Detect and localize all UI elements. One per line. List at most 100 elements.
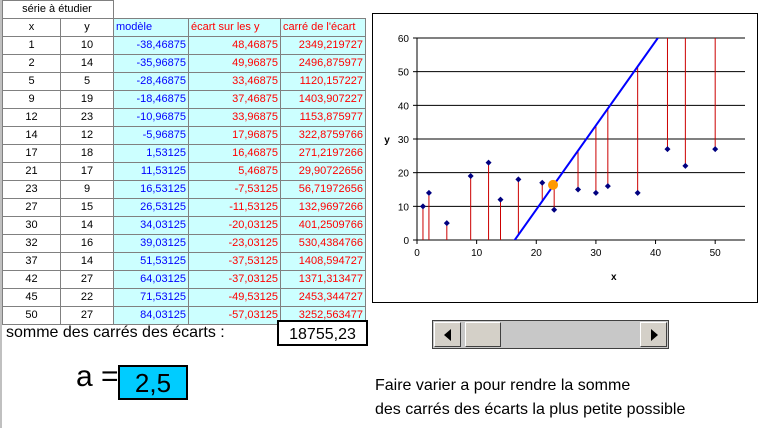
scatter-chart[interactable]: 0 10 20 30 40 50 60 0 10 20 30 40 50 x y bbox=[372, 13, 758, 303]
cell-col-model[interactable]: 39,03125 bbox=[113, 234, 189, 253]
cell-col-x[interactable]: 14 bbox=[2, 126, 61, 145]
cell-col-x[interactable]: 42 bbox=[2, 270, 61, 289]
cell-col-model[interactable]: 11,53125 bbox=[113, 162, 189, 181]
cell-col-y[interactable]: 27 bbox=[60, 270, 114, 289]
sum-value-cell[interactable]: 18755,23 bbox=[277, 320, 368, 346]
cell-col-y[interactable]: 9 bbox=[60, 180, 114, 199]
cell-col-squared-deviation[interactable]: 29,90722656 bbox=[280, 162, 366, 181]
cell-col-x[interactable]: 23 bbox=[2, 180, 61, 199]
cell-col-model[interactable]: 34,03125 bbox=[113, 216, 189, 235]
header-col-x[interactable]: x bbox=[2, 18, 61, 37]
cell-col-model[interactable]: 51,53125 bbox=[113, 252, 189, 271]
instructions: Faire varier a pour rendre la somme des … bbox=[375, 374, 685, 422]
cell-col-deviation[interactable]: -7,53125 bbox=[188, 180, 281, 199]
cell-col-deviation[interactable]: 33,96875 bbox=[188, 108, 281, 127]
scroll-left-button[interactable] bbox=[434, 322, 461, 347]
cell-col-y[interactable]: 14 bbox=[60, 252, 114, 271]
cell-col-x[interactable]: 27 bbox=[2, 198, 61, 217]
header-col-model[interactable]: modèle bbox=[113, 18, 189, 37]
cell-col-model[interactable]: -35,96875 bbox=[113, 54, 189, 73]
cell-col-x[interactable]: 1 bbox=[2, 36, 61, 55]
cell-col-squared-deviation[interactable]: 1153,875977 bbox=[280, 108, 366, 127]
cell-col-y[interactable]: 16 bbox=[60, 234, 114, 253]
cell-col-squared-deviation[interactable]: 1371,313477 bbox=[280, 270, 366, 289]
cell-col-x[interactable]: 17 bbox=[2, 144, 61, 163]
cell-col-y[interactable]: 23 bbox=[60, 108, 114, 127]
cell-col-y[interactable]: 5 bbox=[60, 72, 114, 91]
cell-col-model[interactable]: -10,96875 bbox=[113, 108, 189, 127]
cell-col-model[interactable]: -5,96875 bbox=[113, 126, 189, 145]
cell-col-deviation[interactable]: -11,53125 bbox=[188, 198, 281, 217]
cell-col-x[interactable]: 32 bbox=[2, 234, 61, 253]
cell-col-x[interactable]: 5 bbox=[2, 72, 61, 91]
cell-col-squared-deviation[interactable]: 2453,344727 bbox=[280, 288, 366, 307]
cell-col-deviation[interactable]: 48,46875 bbox=[188, 36, 281, 55]
header-col-deviation[interactable]: écart sur les y bbox=[188, 18, 281, 37]
cell-col-deviation[interactable]: 49,96875 bbox=[188, 54, 281, 73]
cell-col-deviation[interactable]: -37,53125 bbox=[188, 252, 281, 271]
cell-col-y[interactable]: 12 bbox=[60, 126, 114, 145]
cell-col-deviation[interactable]: 37,46875 bbox=[188, 90, 281, 109]
cell-col-squared-deviation[interactable]: 1408,594727 bbox=[280, 252, 366, 271]
cell-col-x[interactable]: 30 bbox=[2, 216, 61, 235]
scroll-right-button[interactable] bbox=[640, 322, 667, 347]
cell-col-squared-deviation[interactable]: 1120,157227 bbox=[280, 72, 366, 91]
cell-col-model[interactable]: -28,46875 bbox=[113, 72, 189, 91]
parameter-scrollbar[interactable] bbox=[432, 320, 669, 349]
cell-col-deviation[interactable]: 33,46875 bbox=[188, 72, 281, 91]
cell-col-model[interactable]: 26,53125 bbox=[113, 198, 189, 217]
cell-col-x[interactable]: 45 bbox=[2, 288, 61, 307]
data-point bbox=[712, 146, 719, 153]
cell-col-deviation[interactable]: -57,03125 bbox=[188, 306, 281, 325]
parameter-value-cell[interactable]: 2,5 bbox=[118, 365, 188, 400]
data-point bbox=[592, 189, 599, 196]
cell-col-x[interactable]: 21 bbox=[2, 162, 61, 181]
cell-col-deviation[interactable]: -49,53125 bbox=[188, 288, 281, 307]
cell-col-deviation[interactable]: 16,46875 bbox=[188, 144, 281, 163]
mean-point bbox=[548, 179, 559, 190]
cell-col-model[interactable]: -18,46875 bbox=[113, 90, 189, 109]
cell-col-squared-deviation[interactable]: 271,2197266 bbox=[280, 144, 366, 163]
cell-col-model[interactable]: 1,53125 bbox=[113, 144, 189, 163]
cell-col-deviation[interactable]: -20,03125 bbox=[188, 216, 281, 235]
data-point bbox=[443, 220, 450, 227]
cell-col-x[interactable]: 12 bbox=[2, 108, 61, 127]
cell-col-y[interactable]: 22 bbox=[60, 288, 114, 307]
cell-col-squared-deviation[interactable]: 1403,907227 bbox=[280, 90, 366, 109]
table-title[interactable]: série à étudier bbox=[2, 0, 114, 19]
cell-col-y[interactable]: 27 bbox=[60, 306, 114, 325]
cell-col-deviation[interactable]: -23,03125 bbox=[188, 234, 281, 253]
data-point bbox=[682, 162, 689, 169]
cell-col-x[interactable]: 2 bbox=[2, 54, 61, 73]
cell-col-deviation[interactable]: 5,46875 bbox=[188, 162, 281, 181]
cell-col-x[interactable]: 50 bbox=[2, 306, 61, 325]
scroll-thumb[interactable] bbox=[465, 322, 501, 347]
cell-col-x[interactable]: 9 bbox=[2, 90, 61, 109]
cell-col-squared-deviation[interactable]: 56,71972656 bbox=[280, 180, 366, 199]
cell-col-model[interactable]: 64,03125 bbox=[113, 270, 189, 289]
cell-col-y[interactable]: 15 bbox=[60, 198, 114, 217]
cell-col-model[interactable]: 84,03125 bbox=[113, 306, 189, 325]
cell-col-squared-deviation[interactable]: 322,8759766 bbox=[280, 126, 366, 145]
cell-col-model[interactable]: 71,53125 bbox=[113, 288, 189, 307]
header-col-squared-deviation[interactable]: carré de l'écart bbox=[280, 18, 366, 37]
cell-col-deviation[interactable]: 17,96875 bbox=[188, 126, 281, 145]
cell-col-squared-deviation[interactable]: 2349,219727 bbox=[280, 36, 366, 55]
data-point bbox=[664, 146, 671, 153]
cell-col-x[interactable]: 37 bbox=[2, 252, 61, 271]
cell-col-y[interactable]: 19 bbox=[60, 90, 114, 109]
cell-col-y[interactable]: 14 bbox=[60, 216, 114, 235]
cell-col-model[interactable]: -38,46875 bbox=[113, 36, 189, 55]
cell-col-squared-deviation[interactable]: 132,9697266 bbox=[280, 198, 366, 217]
header-col-y[interactable]: y bbox=[60, 18, 114, 37]
cell-col-deviation[interactable]: -37,03125 bbox=[188, 270, 281, 289]
cell-col-y[interactable]: 10 bbox=[60, 36, 114, 55]
cell-col-squared-deviation[interactable]: 401,2509766 bbox=[280, 216, 366, 235]
cell-col-y[interactable]: 17 bbox=[60, 162, 114, 181]
cell-col-y[interactable]: 14 bbox=[60, 54, 114, 73]
cell-col-y[interactable]: 18 bbox=[60, 144, 114, 163]
cell-col-model[interactable]: 16,53125 bbox=[113, 180, 189, 199]
cell-col-squared-deviation[interactable]: 2496,875977 bbox=[280, 54, 366, 73]
cell-col-squared-deviation[interactable]: 530,4384766 bbox=[280, 234, 366, 253]
